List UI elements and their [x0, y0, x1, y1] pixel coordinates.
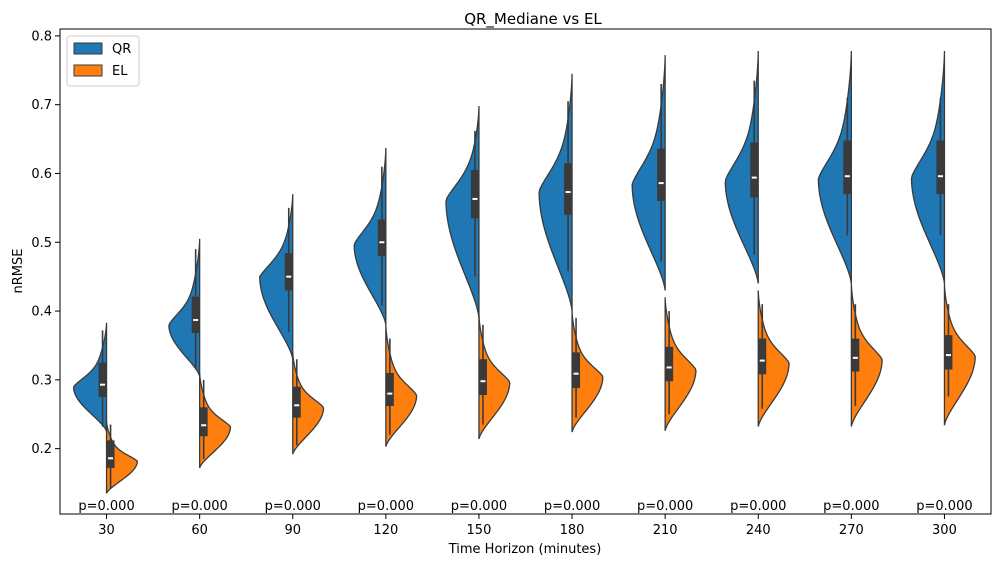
pvalue-label-300: p=0.000 — [916, 499, 972, 514]
iqr-box-qr-120 — [377, 219, 386, 257]
iqr-box-qr-30 — [98, 362, 107, 398]
iqr-box-el-240 — [758, 338, 767, 375]
x-tick-label-120: 120 — [373, 523, 398, 538]
pvalue-label-90: p=0.000 — [265, 499, 321, 514]
iqr-box-qr-90 — [284, 253, 293, 291]
pvalue-label-30: p=0.000 — [78, 499, 134, 514]
violin-qr-60 — [168, 238, 201, 377]
iqr-box-qr-270 — [843, 140, 852, 195]
legend-swatch-qr — [73, 42, 103, 55]
x-tick-label-270: 270 — [839, 523, 864, 538]
violin-el-180 — [571, 311, 604, 433]
x-tick-label-180: 180 — [560, 523, 585, 538]
pvalue-label-180: p=0.000 — [544, 499, 600, 514]
iqr-box-el-180 — [572, 352, 581, 389]
x-axis: 30 60 90 120 150 180 210 240 270 300 — [98, 514, 957, 538]
x-axis-label: Time Horizon (minutes) — [448, 542, 602, 557]
iqr-box-qr-60 — [191, 296, 200, 334]
x-tick-label-30: 30 — [98, 523, 115, 538]
pvalue-label-270: p=0.000 — [823, 499, 879, 514]
violin-el-60 — [199, 372, 232, 469]
y-tick-label-0.2: 0.2 — [31, 442, 52, 457]
violin-el-300 — [943, 283, 976, 426]
iqr-box-el-210 — [665, 346, 674, 382]
violin-qr-300 — [910, 50, 946, 284]
violin-qr-30 — [72, 322, 108, 432]
y-tick-label-0.7: 0.7 — [31, 98, 52, 113]
pvalue-labels: p=0.000 p=0.000 p=0.000 p=0.000 p=0.000 p=0.0… — [78, 499, 972, 514]
violin-el-30 — [105, 421, 138, 494]
y-tick-label-0.3: 0.3 — [31, 373, 52, 388]
iqr-box-qr-150 — [470, 170, 479, 219]
violin-el-150 — [478, 314, 511, 440]
pvalue-label-150: p=0.000 — [451, 499, 507, 514]
x-tick-label-60: 60 — [191, 523, 208, 538]
violin-qr-270 — [817, 50, 852, 284]
iqr-box-el-30 — [106, 440, 115, 468]
x-tick-label-150: 150 — [467, 523, 492, 538]
violin-el-270 — [850, 283, 883, 427]
iqr-box-el-270 — [851, 338, 860, 372]
y-tick-label-0.5: 0.5 — [31, 236, 52, 251]
iqr-box-qr-300 — [936, 140, 945, 195]
violin-el-210 — [664, 297, 697, 431]
y-axis-label: nRMSE — [11, 249, 26, 294]
violin-el-120 — [385, 324, 418, 447]
iqr-box-el-90 — [292, 386, 301, 418]
y-axis: 0.2 0.3 0.4 0.5 0.6 0.7 0.8 — [31, 29, 60, 457]
violin-qr-240 — [724, 50, 759, 284]
iqr-box-qr-210 — [657, 148, 666, 201]
legend-label-qr: QR — [112, 42, 131, 57]
y-tick-label-0.4: 0.4 — [31, 305, 52, 320]
chart-title: QR_Mediane vs EL — [464, 10, 602, 29]
iqr-box-el-300 — [944, 335, 953, 370]
iqr-box-qr-180 — [564, 163, 573, 215]
legend-label-el: EL — [112, 64, 128, 79]
pvalue-label-240: p=0.000 — [730, 499, 786, 514]
violin-el-240 — [757, 290, 790, 427]
y-tick-label-0.8: 0.8 — [31, 29, 52, 44]
pvalue-label-210: p=0.000 — [637, 499, 693, 514]
x-tick-label-240: 240 — [746, 523, 771, 538]
iqr-box-el-60 — [199, 407, 208, 437]
pvalue-label-120: p=0.000 — [358, 499, 414, 514]
violin-el-90 — [292, 352, 325, 455]
violin-qr-210 — [631, 55, 666, 291]
iqr-box-el-150 — [478, 359, 487, 395]
x-tick-label-300: 300 — [932, 523, 957, 538]
x-tick-label-210: 210 — [653, 523, 678, 538]
legend: QR EL — [66, 35, 140, 87]
violin-qr-180 — [538, 73, 573, 312]
violin-qr-120 — [353, 147, 387, 325]
violins-layer — [72, 50, 976, 494]
iqr-box-qr-240 — [750, 142, 759, 198]
y-tick-label-0.6: 0.6 — [31, 167, 52, 182]
plot-frame — [59, 28, 992, 515]
iqr-box-el-120 — [385, 372, 394, 406]
pvalue-label-60: p=0.000 — [171, 499, 227, 514]
legend-swatch-el — [73, 64, 103, 77]
violin-qr-90 — [259, 194, 294, 360]
x-tick-label-90: 90 — [284, 523, 301, 538]
